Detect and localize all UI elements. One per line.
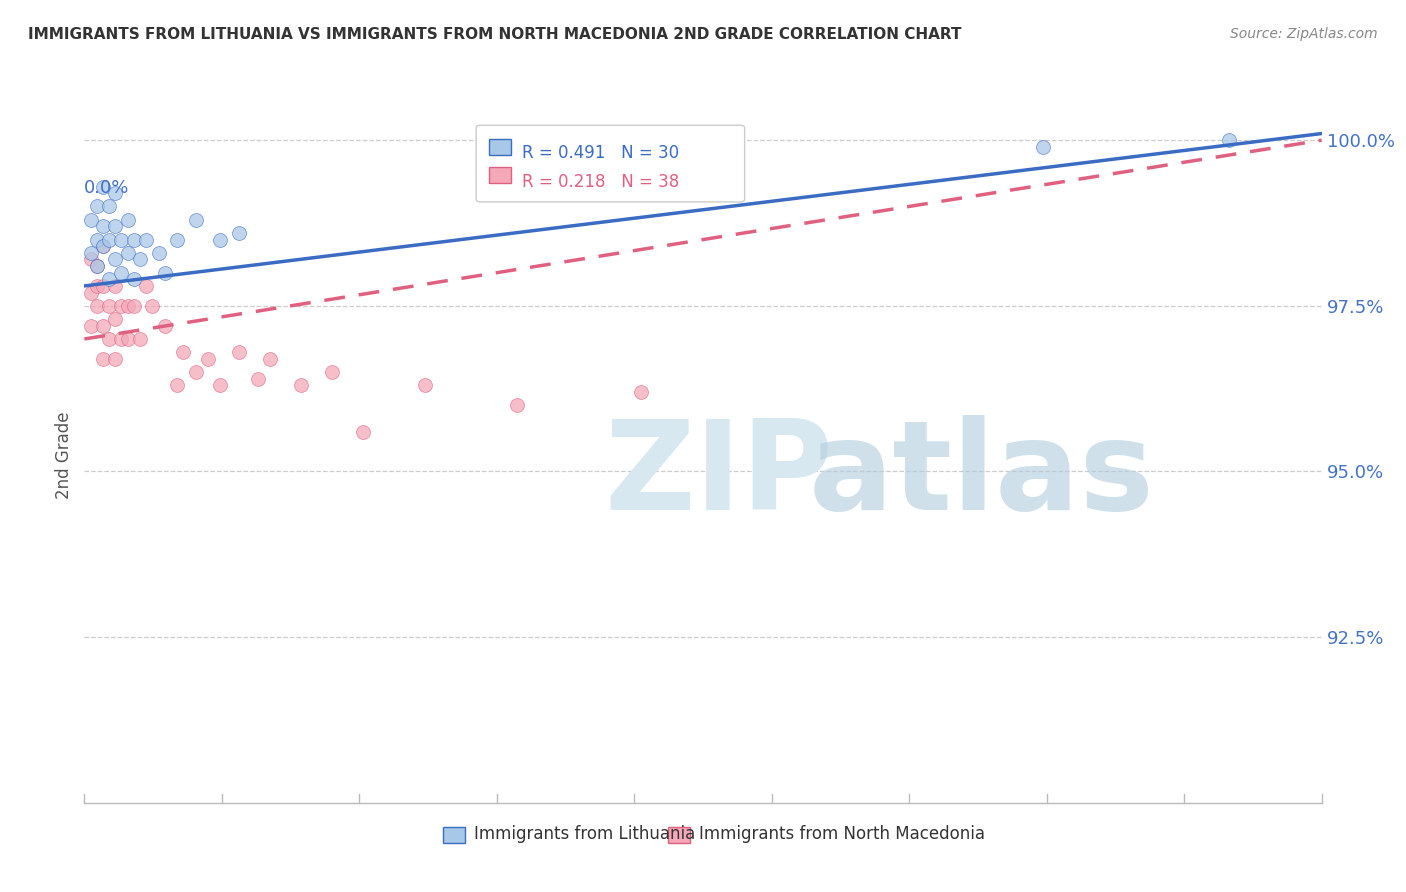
Point xyxy=(135,233,157,247)
Point xyxy=(79,318,101,333)
Text: R = 0.218   N = 38: R = 0.218 N = 38 xyxy=(523,172,679,191)
Point xyxy=(630,384,652,399)
Point xyxy=(352,425,374,439)
Text: ZIP: ZIP xyxy=(605,416,832,536)
Point xyxy=(321,365,343,379)
Point xyxy=(246,372,269,386)
Point xyxy=(166,233,188,247)
Point xyxy=(98,299,121,313)
Point xyxy=(259,351,281,366)
Point xyxy=(104,252,127,267)
Point xyxy=(1032,140,1054,154)
Point xyxy=(141,299,163,313)
Point xyxy=(117,212,139,227)
Point xyxy=(153,318,176,333)
Point xyxy=(91,219,114,234)
Point xyxy=(135,279,157,293)
Text: 0.0%: 0.0% xyxy=(84,178,129,197)
Point xyxy=(86,233,108,247)
Point xyxy=(228,345,250,359)
Point xyxy=(413,378,436,392)
Text: Immigrants from Lithuania: Immigrants from Lithuania xyxy=(474,825,695,843)
Point xyxy=(98,199,121,213)
Point xyxy=(104,279,127,293)
Point xyxy=(197,351,219,366)
Text: Source: ZipAtlas.com: Source: ZipAtlas.com xyxy=(1230,27,1378,41)
Point xyxy=(184,365,207,379)
Point xyxy=(104,312,127,326)
Point xyxy=(184,212,207,227)
Point xyxy=(122,299,145,313)
Point xyxy=(110,266,132,280)
Point xyxy=(117,299,139,313)
Point xyxy=(91,351,114,366)
Point xyxy=(91,279,114,293)
Text: atlas: atlas xyxy=(808,416,1154,536)
Point xyxy=(86,199,108,213)
Point xyxy=(290,378,312,392)
Point xyxy=(79,285,101,300)
Point xyxy=(117,245,139,260)
Point xyxy=(129,252,152,267)
Point xyxy=(110,332,132,346)
Point xyxy=(91,239,114,253)
Point xyxy=(98,272,121,286)
Point xyxy=(98,332,121,346)
Point xyxy=(117,332,139,346)
Point xyxy=(209,233,232,247)
Point xyxy=(104,186,127,201)
Point xyxy=(506,398,529,412)
Point xyxy=(86,259,108,273)
Point xyxy=(228,226,250,240)
Point xyxy=(91,179,114,194)
Point xyxy=(110,233,132,247)
Point xyxy=(104,351,127,366)
Text: IMMIGRANTS FROM LITHUANIA VS IMMIGRANTS FROM NORTH MACEDONIA 2ND GRADE CORRELATI: IMMIGRANTS FROM LITHUANIA VS IMMIGRANTS … xyxy=(28,27,962,42)
Point xyxy=(86,279,108,293)
Text: R = 0.491   N = 30: R = 0.491 N = 30 xyxy=(523,144,679,162)
Point xyxy=(148,245,170,260)
Point xyxy=(91,239,114,253)
Point xyxy=(1218,133,1240,147)
Point xyxy=(79,245,101,260)
Point xyxy=(172,345,194,359)
Point xyxy=(86,259,108,273)
Point xyxy=(209,378,232,392)
Point xyxy=(110,299,132,313)
Text: Immigrants from North Macedonia: Immigrants from North Macedonia xyxy=(699,825,984,843)
Point xyxy=(122,233,145,247)
Point xyxy=(104,219,127,234)
Point xyxy=(153,266,176,280)
Point xyxy=(166,378,188,392)
Point xyxy=(79,212,101,227)
Point xyxy=(98,233,121,247)
Point xyxy=(79,252,101,267)
Y-axis label: 2nd Grade: 2nd Grade xyxy=(55,411,73,499)
Point xyxy=(86,299,108,313)
Point xyxy=(129,332,152,346)
Point xyxy=(122,272,145,286)
Point xyxy=(91,318,114,333)
